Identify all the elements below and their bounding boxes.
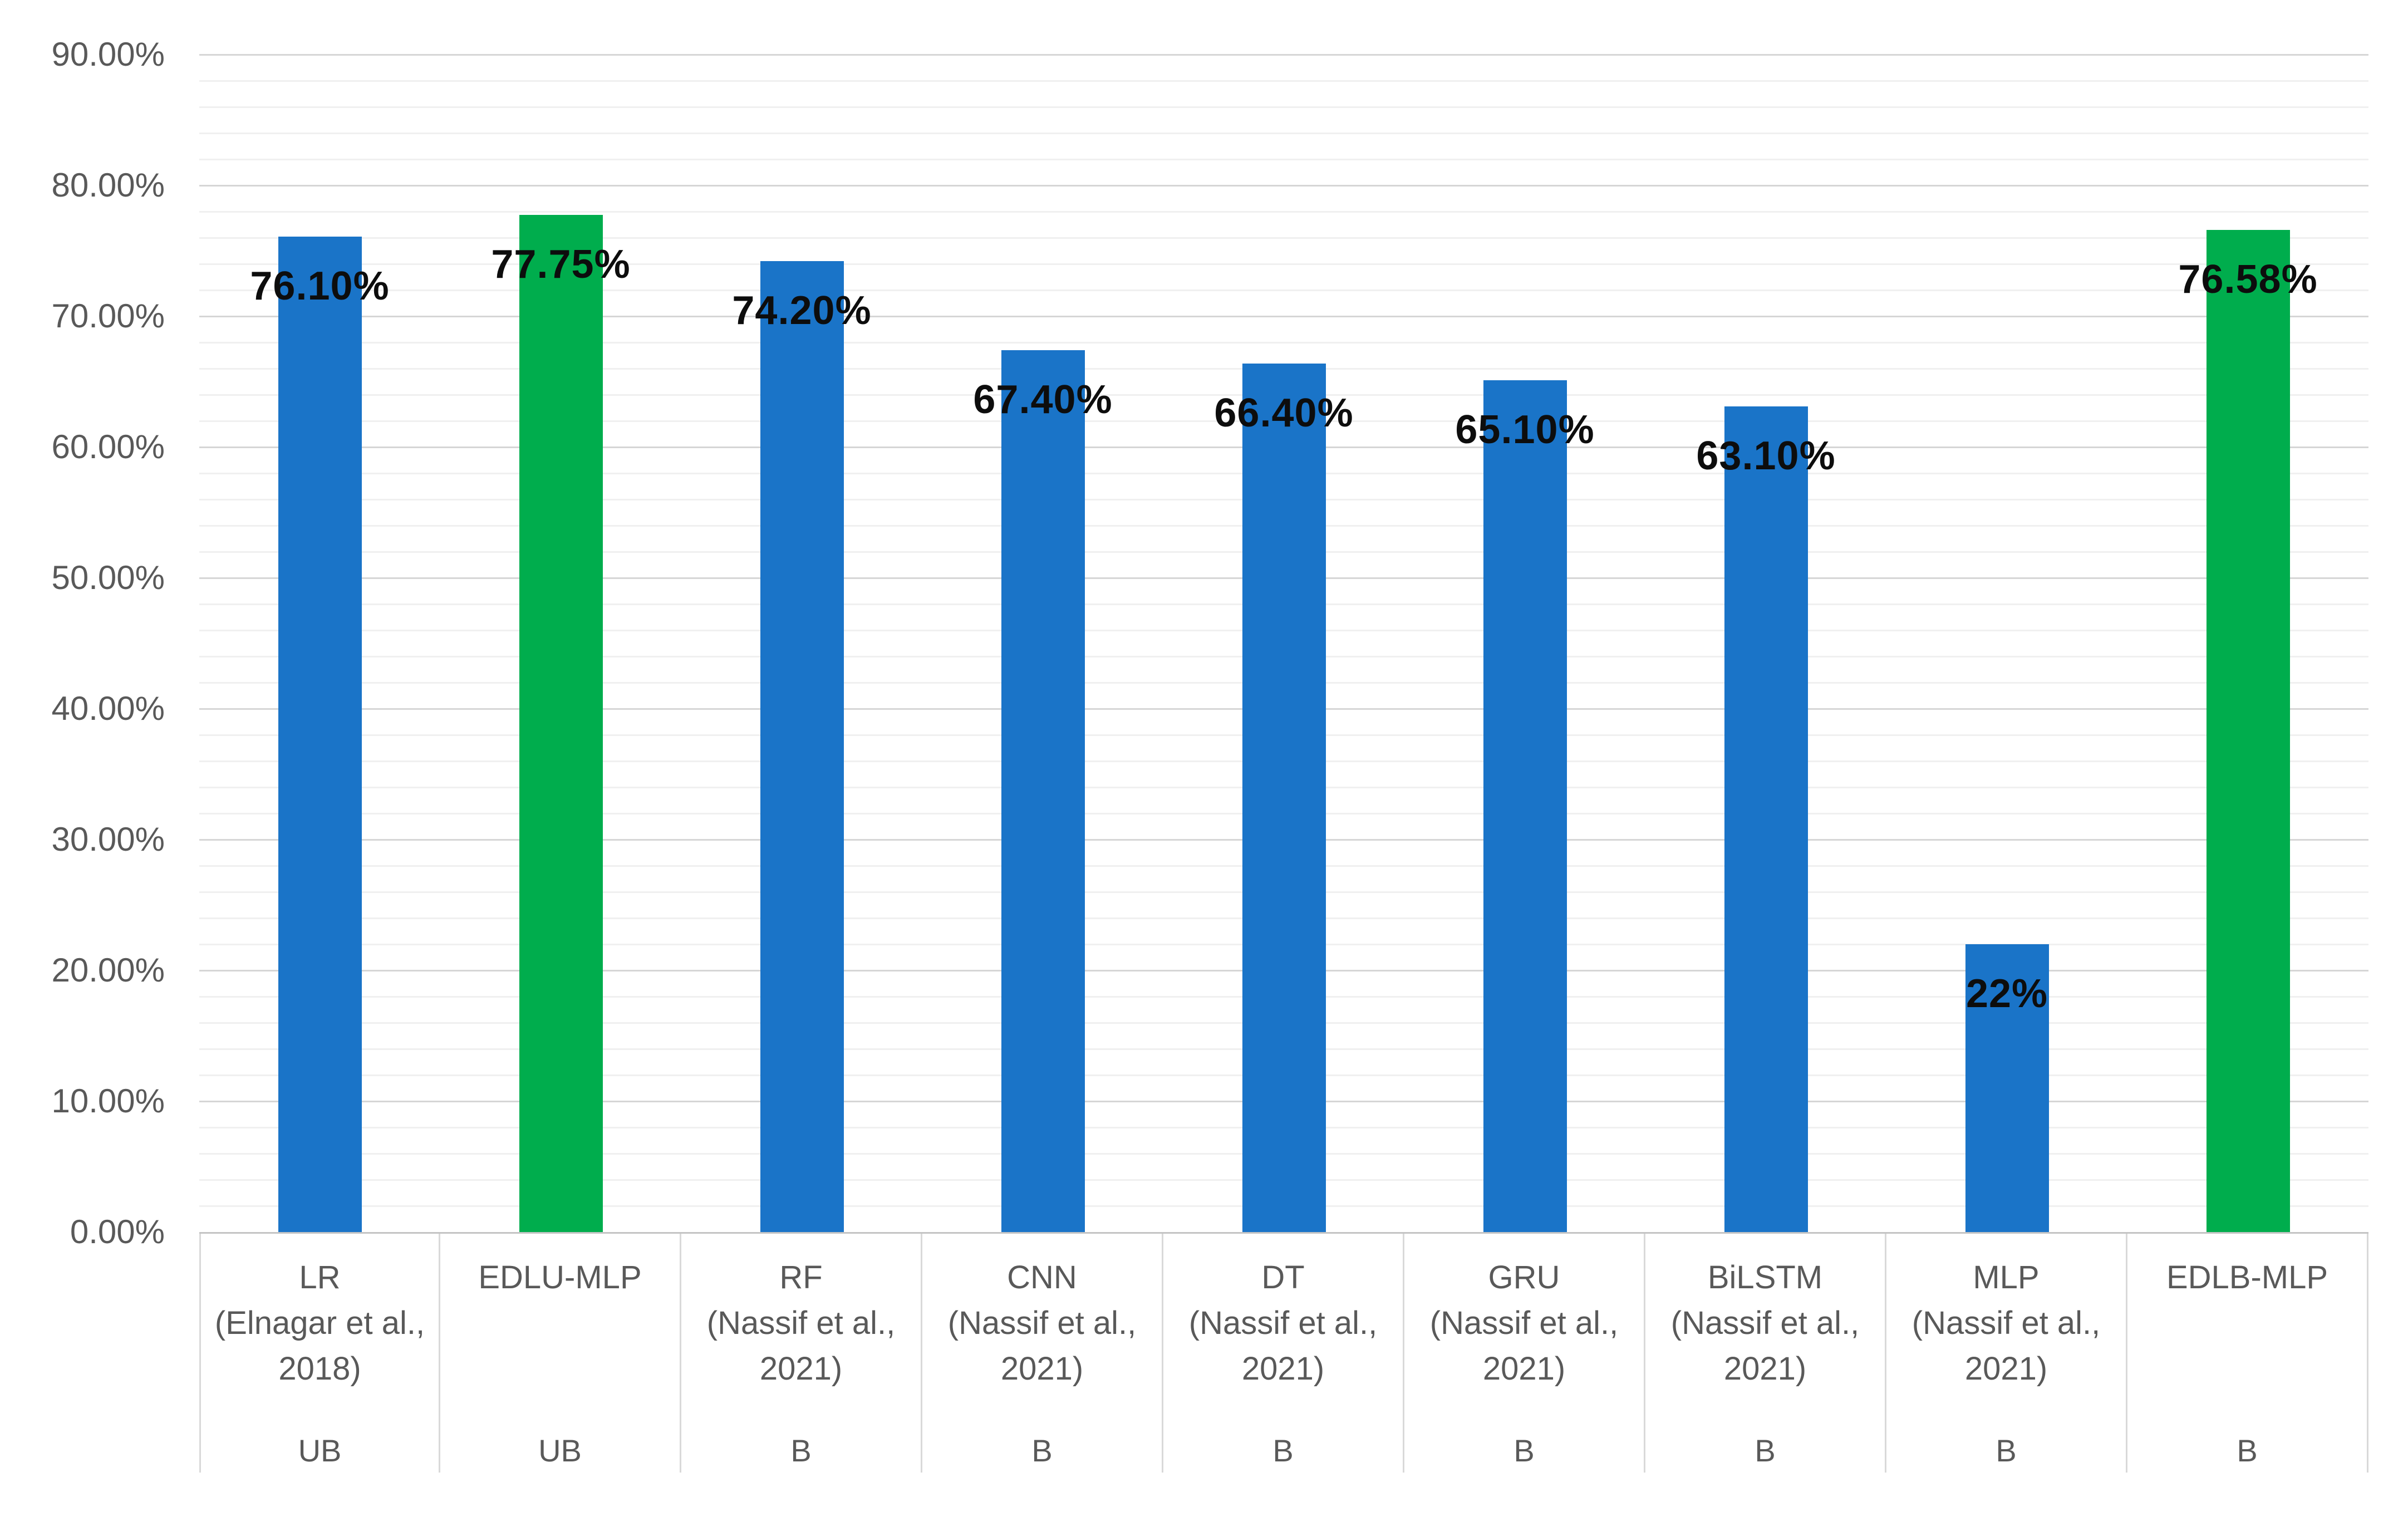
category-name: MLP (Nassif et al., 2021) xyxy=(1886,1255,2126,1392)
category-name: DT (Nassif et al., 2021) xyxy=(1163,1255,1403,1392)
category-name-line: CNN xyxy=(1007,1259,1077,1296)
category-group-label: B xyxy=(790,1433,812,1468)
category-cell-lr: LR (Elnagar et al., 2018) UB xyxy=(199,1234,440,1473)
y-axis-tick-label: 70.00% xyxy=(51,297,165,335)
bar-value-label: 76.58% xyxy=(2178,257,2318,302)
category-group-label: UB xyxy=(298,1433,342,1468)
category-name-line: GRU xyxy=(1488,1259,1560,1296)
category-name-line: RF xyxy=(779,1259,823,1296)
category-name-line: EDLU-MLP xyxy=(478,1259,642,1296)
category-group-label: UB xyxy=(538,1433,582,1468)
category-name-line: 2021) xyxy=(1000,1351,1084,1387)
category-name-line: (Nassif et al., xyxy=(1429,1305,1619,1341)
bar-edlu-mlp xyxy=(519,214,603,1232)
y-axis-tick-label: 90.00% xyxy=(51,36,165,73)
category-name-line: (Nassif et al., xyxy=(1670,1305,1860,1341)
category-name-line: (Nassif et al., xyxy=(706,1305,896,1341)
category-name-line: (Nassif et al., xyxy=(947,1305,1137,1341)
category-name-line: (Nassif et al., xyxy=(1188,1305,1378,1341)
category-name-line: 2021) xyxy=(1241,1351,1325,1387)
bar-value-label: 63.10% xyxy=(1696,434,1836,479)
bar-value-label: 77.75% xyxy=(491,242,631,287)
category-name-line: BiLSTM xyxy=(1707,1259,1823,1296)
plot-area: 76.10% 77.75% 74.20% 67.40% 66.40% 65.10% 63.1… xyxy=(199,53,2368,1232)
category-cell-rf: RF (Nassif et al., 2021) B xyxy=(681,1234,922,1473)
category-name-line: (Elnagar et al., xyxy=(214,1305,425,1341)
y-axis-tick-label: 20.00% xyxy=(51,951,165,989)
category-name: LR (Elnagar et al., 2018) xyxy=(201,1255,439,1392)
category-name-line: EDLB-MLP xyxy=(2166,1259,2328,1296)
category-cell-cnn: CNN (Nassif et al., 2021) B xyxy=(922,1234,1163,1473)
y-axis-tick-label: 10.00% xyxy=(51,1082,165,1120)
category-group-label: B xyxy=(2237,1433,2258,1468)
y-axis-tick-label: 80.00% xyxy=(51,166,165,204)
y-axis-tick-label: 60.00% xyxy=(51,428,165,465)
category-name: CNN (Nassif et al., 2021) xyxy=(922,1255,1162,1392)
bar-lr xyxy=(278,236,362,1232)
category-group-label: B xyxy=(1755,1433,1776,1468)
bar-gru xyxy=(1483,380,1567,1232)
category-name: BiLSTM (Nassif et al., 2021) xyxy=(1645,1255,1885,1392)
category-name-line: MLP xyxy=(1973,1259,2040,1296)
minor-gridline xyxy=(199,289,2368,291)
category-cell-dt: DT (Nassif et al., 2021) B xyxy=(1163,1234,1404,1473)
category-name-line: 2021) xyxy=(759,1351,843,1387)
category-name-line: 2018) xyxy=(278,1351,361,1387)
y-axis-tick-label: 40.00% xyxy=(51,690,165,727)
y-axis-tick-label: 0.00% xyxy=(70,1213,165,1250)
category-cell-edlb-mlp: EDLB-MLP B xyxy=(2127,1234,2368,1473)
x-axis-category-table: LR (Elnagar et al., 2018) UB EDLU-MLP UB RF (Na… xyxy=(199,1232,2368,1473)
minor-gridline xyxy=(199,237,2368,239)
minor-gridline xyxy=(199,341,2368,344)
bar-value-label: 76.10% xyxy=(250,263,390,308)
bar-edlb-mlp xyxy=(2206,230,2290,1232)
bar-dt xyxy=(1242,363,1326,1232)
category-group-label: B xyxy=(1272,1433,1294,1468)
minor-gridline xyxy=(199,210,2368,213)
y-axis-tick-label: 50.00% xyxy=(51,559,165,596)
major-gridline xyxy=(199,315,2368,317)
minor-gridline xyxy=(199,106,2368,108)
major-gridline xyxy=(199,184,2368,187)
category-cell-gru: GRU (Nassif et al., 2021) B xyxy=(1404,1234,1645,1473)
bar-cnn xyxy=(1001,350,1085,1232)
bar-value-label: 22% xyxy=(1965,971,2048,1016)
category-cell-bilstm: BiLSTM (Nassif et al., 2021) B xyxy=(1645,1234,1886,1473)
bar-rf xyxy=(760,261,844,1232)
category-name: EDLU-MLP xyxy=(440,1255,680,1301)
category-name: RF (Nassif et al., 2021) xyxy=(681,1255,921,1392)
minor-gridline xyxy=(199,80,2368,82)
category-name: EDLB-MLP xyxy=(2127,1255,2367,1301)
category-name-line: DT xyxy=(1261,1259,1305,1296)
bar-value-label: 66.40% xyxy=(1214,390,1354,435)
category-name: GRU (Nassif et al., 2021) xyxy=(1404,1255,1644,1392)
minor-gridline xyxy=(199,132,2368,134)
bar-value-label: 67.40% xyxy=(973,377,1113,423)
minor-gridline xyxy=(199,158,2368,160)
category-group-label: B xyxy=(1513,1433,1535,1468)
category-cell-edlu-mlp: EDLU-MLP UB xyxy=(440,1234,681,1473)
category-group-label: B xyxy=(1996,1433,2017,1468)
category-name-line: 2021) xyxy=(1723,1351,1807,1387)
category-name-line: (Nassif et al., xyxy=(1911,1305,2101,1341)
category-name-line: LR xyxy=(299,1259,341,1296)
bar-bilstm xyxy=(1724,406,1808,1232)
category-cell-mlp: MLP (Nassif et al., 2021) B xyxy=(1886,1234,2127,1473)
bar-mlp xyxy=(1965,944,2049,1232)
category-name-line: 2021) xyxy=(1964,1351,2048,1387)
bar-value-label: 74.20% xyxy=(732,288,872,333)
bar-value-label: 65.10% xyxy=(1455,408,1595,453)
y-axis-tick-label: 30.00% xyxy=(51,821,165,858)
category-group-label: B xyxy=(1031,1433,1053,1468)
major-gridline xyxy=(199,53,2368,56)
minor-gridline xyxy=(199,263,2368,265)
category-name-line: 2021) xyxy=(1482,1351,1566,1387)
